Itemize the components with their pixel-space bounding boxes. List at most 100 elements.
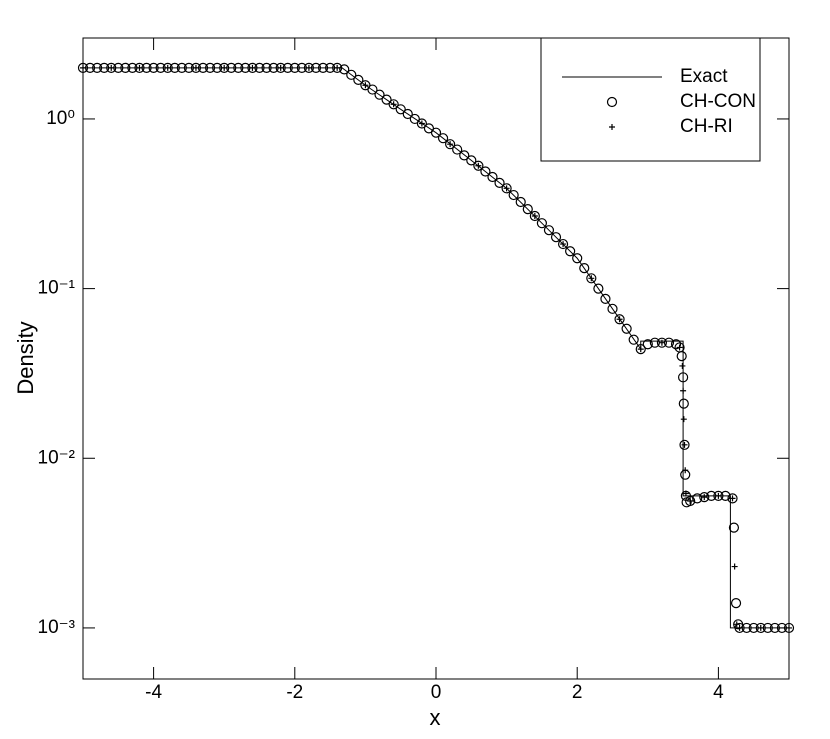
circle-marker	[473, 160, 484, 171]
plus-marker	[681, 441, 688, 448]
plus-marker	[390, 101, 397, 108]
plus-marker	[786, 624, 792, 631]
circle-marker	[494, 177, 505, 188]
circle-marker	[219, 62, 230, 73]
circle-marker	[677, 372, 689, 383]
plus-marker	[680, 416, 687, 423]
circle-marker	[339, 64, 350, 75]
plus-marker	[447, 141, 454, 148]
plus-marker	[676, 344, 683, 351]
plus-marker	[731, 563, 738, 570]
circle-marker	[536, 218, 548, 229]
circle-marker	[106, 62, 117, 73]
circle-marker	[656, 337, 668, 348]
plus-marker	[682, 467, 689, 474]
plus-marker	[588, 275, 595, 282]
plus-marker	[658, 339, 665, 346]
circle-marker	[353, 74, 364, 85]
circle-marker	[572, 253, 583, 264]
plus-marker	[164, 64, 171, 71]
circle-marker	[120, 62, 131, 73]
circle-marker	[593, 283, 604, 294]
plus-marker	[682, 490, 689, 497]
circle-marker	[466, 155, 477, 166]
circle-marker	[635, 343, 646, 355]
circle-marker	[628, 334, 639, 345]
plus-marker	[249, 64, 256, 71]
plus-marker	[757, 624, 764, 631]
circle-marker	[543, 225, 555, 236]
plus-marker	[715, 492, 722, 499]
circle-marker	[303, 62, 315, 73]
plus-marker	[680, 387, 687, 394]
x-tick-label: 4	[713, 682, 724, 703]
circle-marker	[261, 62, 272, 73]
circle-marker	[381, 94, 392, 105]
plus-marker	[560, 241, 567, 248]
plus-marker	[637, 346, 644, 353]
legend-label: CH-CON	[680, 91, 756, 112]
circle-marker	[508, 189, 519, 201]
circle-marker	[515, 196, 526, 208]
plus-marker	[729, 495, 736, 502]
y-axis-label: Density	[13, 321, 38, 394]
circle-marker	[77, 62, 89, 73]
circle-marker	[409, 113, 420, 125]
circle-marker	[176, 62, 187, 73]
circle-marker	[550, 232, 562, 243]
plus-marker	[277, 64, 284, 71]
circle-marker	[728, 522, 740, 533]
circle-marker	[565, 246, 576, 257]
legend-plus	[609, 124, 615, 130]
circle-marker	[614, 314, 625, 325]
x-tick-label: 0	[431, 682, 442, 703]
plus-marker	[362, 82, 369, 89]
circle-marker	[783, 622, 795, 634]
y-tick-label: 10⁻³	[38, 617, 76, 638]
circle-marker	[204, 62, 216, 73]
circle-marker	[769, 622, 780, 634]
circle-marker	[374, 89, 385, 100]
circle-marker	[642, 339, 653, 350]
circle-marker	[679, 439, 690, 450]
circle-marker	[388, 99, 399, 110]
circle-marker	[233, 62, 244, 73]
circle-marker	[621, 323, 632, 334]
circle-marker	[586, 273, 597, 284]
plus-marker	[334, 64, 341, 71]
circle-marker	[289, 62, 300, 73]
circle-marker	[557, 238, 569, 250]
circle-marker	[713, 490, 724, 502]
circle-marker	[755, 622, 766, 634]
circle-marker	[452, 144, 463, 155]
plus-marker	[221, 64, 228, 71]
x-tick-label: 2	[572, 682, 583, 703]
legend-label: Exact	[680, 66, 728, 87]
circle-marker	[437, 133, 449, 144]
circle-marker	[676, 351, 687, 362]
circle-marker	[148, 62, 159, 73]
circle-marker	[247, 62, 258, 73]
circle-marker	[607, 303, 618, 314]
circle-marker	[162, 62, 173, 73]
circle-marker	[579, 263, 590, 274]
circle-marker	[670, 339, 682, 350]
plus-marker	[80, 64, 86, 71]
circle-marker	[332, 62, 343, 73]
y-tick-label: 10⁰	[46, 108, 75, 129]
plus-marker	[687, 497, 694, 504]
plus-marker	[192, 64, 199, 71]
circle-marker	[430, 127, 442, 138]
plus-marker	[733, 621, 740, 628]
circle-marker	[600, 293, 611, 304]
circle-marker	[529, 210, 540, 222]
plus-marker	[679, 362, 686, 369]
circle-marker	[275, 62, 286, 73]
circle-marker	[416, 118, 427, 129]
y-tick-label: 10⁻²	[38, 447, 76, 468]
circle-marker	[395, 104, 406, 115]
circle-marker	[346, 69, 357, 80]
plus-marker	[736, 624, 743, 631]
circle-marker	[487, 171, 498, 183]
plus-marker	[475, 162, 482, 169]
